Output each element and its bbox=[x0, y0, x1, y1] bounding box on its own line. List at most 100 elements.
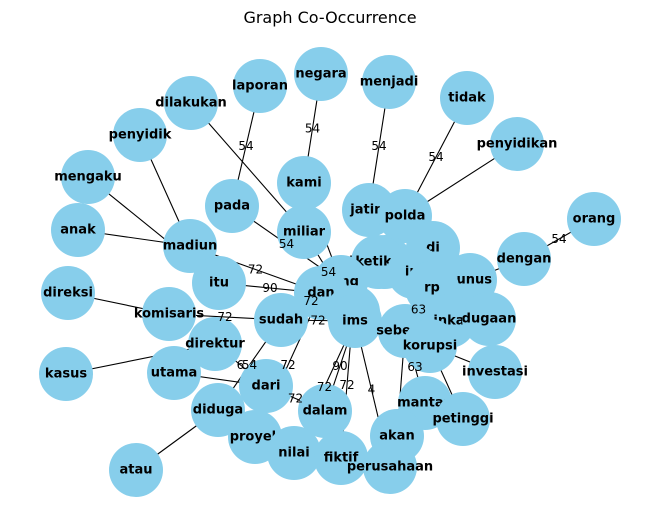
edge-weight-label: 72 bbox=[303, 294, 318, 308]
edge-weight-label: 54 bbox=[371, 139, 386, 153]
node-komisaris: komisaris bbox=[134, 287, 205, 341]
node-label: penyidikan bbox=[477, 137, 558, 152]
node-label: tidak bbox=[448, 91, 486, 106]
edge-weight-label: 72 bbox=[280, 358, 295, 372]
node-label: direksi bbox=[43, 286, 93, 301]
node-direksi: direksi bbox=[41, 266, 95, 320]
edge-weight-label: 72 bbox=[217, 310, 232, 324]
node-circle bbox=[298, 384, 352, 438]
node-circle bbox=[205, 179, 259, 233]
node-label: anak bbox=[60, 223, 96, 238]
node-label: negara bbox=[295, 67, 346, 82]
node-korupsi: korupsi bbox=[403, 319, 457, 373]
edge-weight-label: 90 bbox=[332, 359, 347, 373]
node-circle bbox=[39, 347, 93, 401]
node-label: komisaris bbox=[134, 307, 205, 322]
node-madiun: madiun bbox=[163, 219, 218, 273]
node-circle bbox=[362, 55, 416, 109]
node-circle bbox=[567, 192, 621, 246]
node-penyidik: penyidik bbox=[109, 108, 172, 162]
node-circle bbox=[277, 205, 331, 259]
edge-weight-label: 63 bbox=[411, 303, 426, 317]
node-dengan: dengan bbox=[497, 232, 551, 286]
node-circle bbox=[239, 359, 293, 413]
node-label: investasi bbox=[462, 365, 528, 380]
node-itu: itu bbox=[192, 256, 246, 310]
node-circle bbox=[51, 203, 105, 257]
edge-weight-label: 4 bbox=[368, 383, 376, 397]
nodes-layer: negara menjadi laporan tidak dilakukan penyid… bbox=[39, 47, 621, 497]
node-circle bbox=[267, 426, 321, 480]
node-circle bbox=[294, 47, 348, 101]
node-perusahaan: perusahaan bbox=[347, 440, 433, 494]
graph-title: Graph Co-Occurrence bbox=[243, 8, 417, 27]
node-circle bbox=[497, 232, 551, 286]
node-circle bbox=[188, 317, 242, 371]
node-circle bbox=[468, 345, 522, 399]
node-circle bbox=[363, 440, 417, 494]
node-circle bbox=[403, 319, 457, 373]
node-label: perusahaan bbox=[347, 460, 433, 475]
node-label: direktur bbox=[185, 337, 245, 352]
node-petinggi: petinggi bbox=[432, 392, 494, 446]
node-menjadi: menjadi bbox=[360, 55, 419, 109]
node-label: menjadi bbox=[360, 75, 419, 90]
edge-weight-label: 54 bbox=[305, 122, 320, 136]
node-circle bbox=[462, 292, 516, 346]
node-label: yunus bbox=[448, 273, 492, 288]
node-label: dalam bbox=[303, 404, 348, 419]
node-label: pada bbox=[214, 199, 250, 214]
node-circle bbox=[113, 108, 167, 162]
edge-weight-label: 63 bbox=[407, 360, 422, 374]
edge-weight-label: 54 bbox=[238, 139, 253, 153]
node-label: kami bbox=[286, 176, 321, 191]
node-label: kasus bbox=[45, 367, 87, 382]
node-circle bbox=[163, 219, 217, 273]
node-label: dilakukan bbox=[155, 96, 227, 111]
edge-weight-label: 54 bbox=[551, 232, 566, 246]
node-circle bbox=[41, 266, 95, 320]
node-anak: anak bbox=[51, 203, 105, 257]
node-negara: negara bbox=[294, 47, 348, 101]
node-kasus: kasus bbox=[39, 347, 93, 401]
node-circle bbox=[164, 76, 218, 130]
node-circle bbox=[314, 431, 368, 485]
node-circle bbox=[440, 71, 494, 125]
edge-weight-label: 54 bbox=[242, 358, 257, 372]
node-label: nilai bbox=[278, 446, 309, 461]
node-sudah: sudah bbox=[254, 293, 308, 347]
node-label: miliar bbox=[283, 225, 326, 240]
node-circle bbox=[61, 150, 115, 204]
node-circle bbox=[490, 117, 544, 171]
node-miliar: miliar bbox=[277, 205, 331, 259]
node-label: dan bbox=[307, 286, 334, 301]
node-label: diduga bbox=[193, 403, 243, 418]
node-label: fiktif bbox=[324, 451, 359, 466]
node-label: itu bbox=[209, 276, 229, 291]
node-dari: dari bbox=[239, 359, 293, 413]
node-utama: utama bbox=[147, 346, 201, 400]
node-tidak: tidak bbox=[440, 71, 494, 125]
node-label: laporan bbox=[232, 79, 288, 94]
node-label: mengaku bbox=[54, 170, 122, 185]
node-label: penyidik bbox=[109, 128, 172, 143]
node-label: proyek bbox=[230, 430, 281, 445]
node-label: korupsi bbox=[403, 339, 457, 354]
node-fiktif: fiktif bbox=[314, 431, 368, 485]
node-circle bbox=[147, 346, 201, 400]
edge-weight-label: 72 bbox=[248, 263, 263, 277]
node-label: rp bbox=[424, 281, 440, 296]
node-circle bbox=[192, 256, 246, 310]
node-ims: ims bbox=[328, 294, 382, 348]
node-nilai: nilai bbox=[267, 426, 321, 480]
node-circle bbox=[109, 443, 163, 497]
node-dilakukan: dilakukan bbox=[155, 76, 227, 130]
node-circle bbox=[191, 383, 245, 437]
node-label: dugaan bbox=[462, 312, 517, 327]
node-label: madiun bbox=[163, 239, 218, 254]
node-circle bbox=[277, 156, 331, 210]
node-circle bbox=[142, 287, 196, 341]
node-laporan: laporan bbox=[232, 59, 288, 113]
node-label: utama bbox=[151, 366, 198, 381]
